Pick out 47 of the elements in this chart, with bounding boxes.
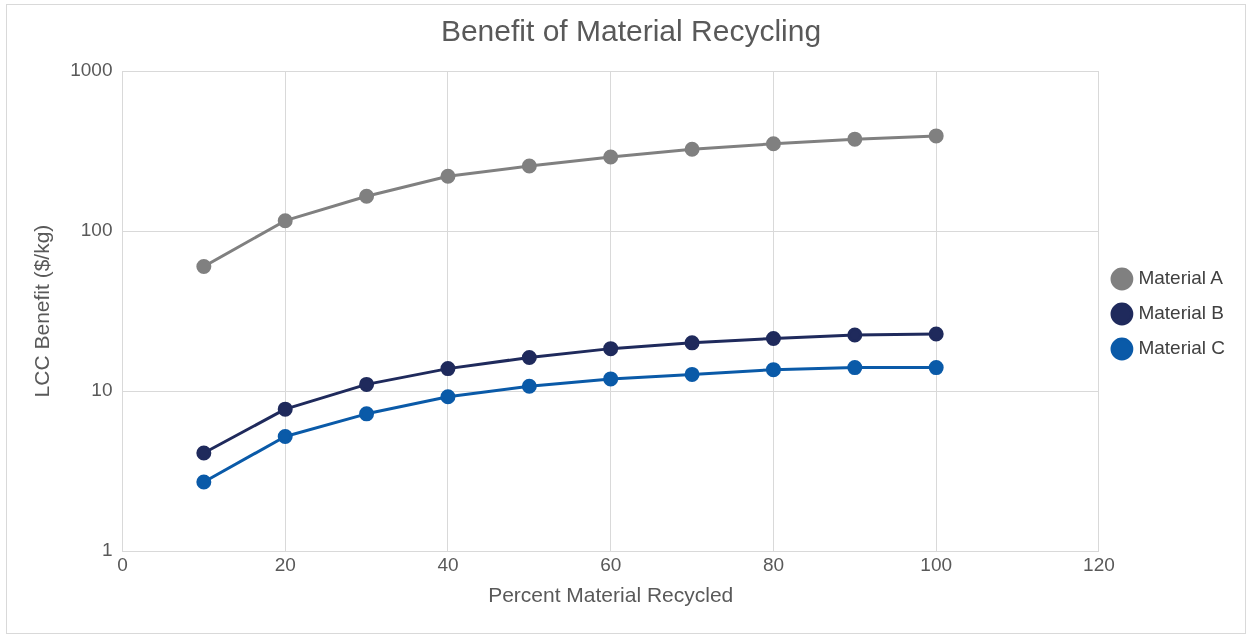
point	[928, 326, 944, 342]
y-tick-label: 1	[101, 539, 113, 561]
legend-label: Material A	[1138, 267, 1224, 289]
point	[277, 428, 293, 444]
legend-label: Material B	[1138, 302, 1224, 324]
point	[359, 406, 375, 422]
point	[603, 341, 619, 357]
y-tick-label: 1000	[70, 59, 113, 81]
point	[196, 445, 212, 461]
x-tick-label: 0	[117, 553, 128, 575]
point	[684, 335, 700, 351]
point	[196, 474, 212, 490]
legend-label: Material C	[1138, 337, 1225, 359]
point	[277, 213, 293, 229]
x-tick-label: 20	[274, 553, 296, 575]
point	[928, 128, 944, 144]
point	[684, 141, 700, 157]
point	[277, 401, 293, 417]
point	[521, 378, 537, 394]
point	[847, 327, 863, 343]
point	[847, 360, 863, 376]
x-axis-title: Percent Material Recycled	[488, 583, 734, 607]
point	[359, 376, 375, 392]
y-tick-label: 100	[80, 219, 113, 241]
point	[521, 349, 537, 365]
point	[765, 330, 781, 346]
point	[765, 362, 781, 378]
point	[847, 131, 863, 147]
y-axis-title: LCC Benefit ($/kg)	[30, 224, 54, 398]
point	[440, 168, 456, 184]
point	[684, 366, 700, 382]
point	[440, 389, 456, 405]
x-tick-label: 100	[920, 553, 953, 575]
x-tick-label: 40	[437, 553, 459, 575]
point	[196, 259, 212, 274]
point	[521, 158, 537, 174]
point	[603, 371, 619, 387]
x-tick-label: 120	[1083, 553, 1115, 575]
y-tick-label: 10	[91, 379, 113, 401]
x-tick-label: 60	[600, 553, 622, 575]
chart-title: Benefit of Material Recycling	[440, 14, 822, 48]
point	[440, 361, 456, 377]
point	[765, 136, 781, 152]
point	[603, 149, 619, 165]
point	[928, 360, 944, 376]
x-tick-label: 80	[762, 553, 785, 575]
point	[359, 188, 375, 204]
